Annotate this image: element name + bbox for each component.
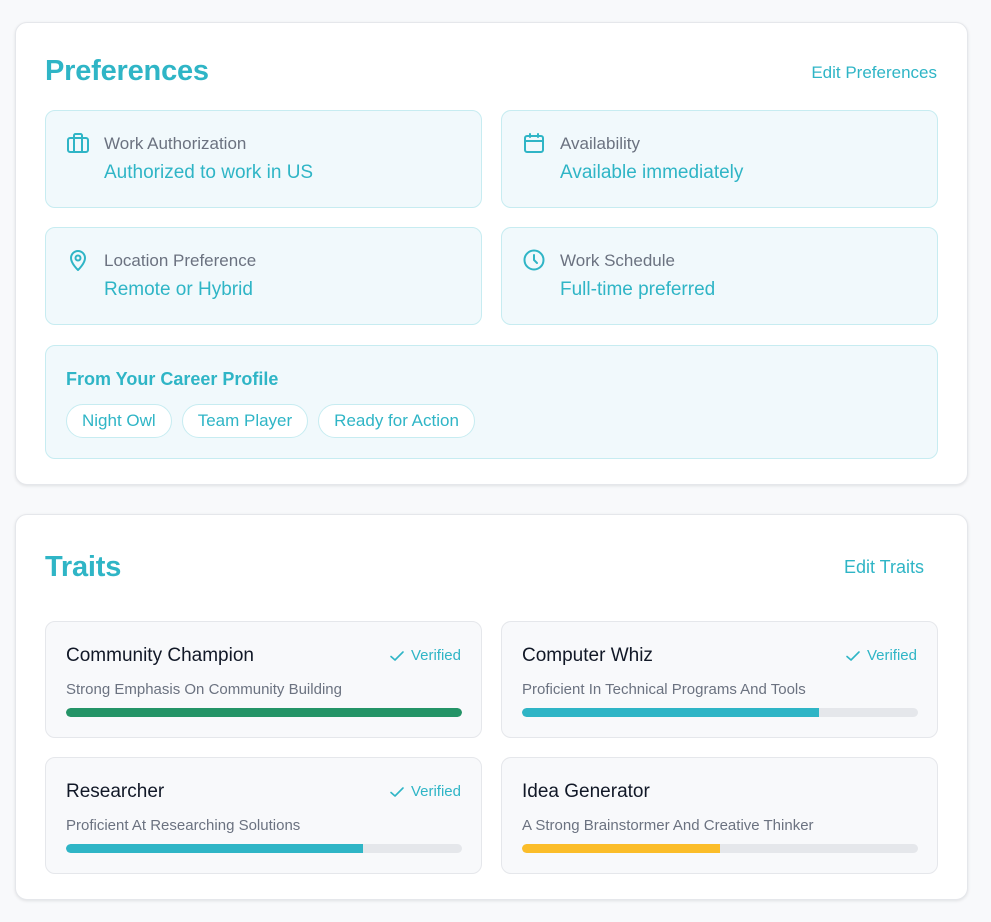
trait-progress-fill xyxy=(522,708,819,717)
edit-traits-link[interactable]: Edit Traits xyxy=(843,557,924,577)
trait-name: Researcher xyxy=(66,781,165,802)
tile-value: Remote or Hybrid xyxy=(104,279,253,300)
verified-badge: Verified xyxy=(389,647,461,664)
trait-card-community-champion: Community Champion Verified Strong Empha… xyxy=(45,621,482,738)
edit-preferences-link[interactable]: Edit Preferences xyxy=(811,63,937,82)
tile-label: Availability xyxy=(560,134,641,153)
clock-icon xyxy=(522,248,546,272)
trait-progress-fill xyxy=(66,708,462,717)
check-icon xyxy=(390,786,404,797)
preferences-card: Preferences Edit Preferences Work Author… xyxy=(15,22,968,485)
check-icon xyxy=(390,650,404,661)
trait-progress-bar xyxy=(66,844,462,853)
tile-value: Available immediately xyxy=(560,162,744,183)
traits-title: Traits xyxy=(45,551,122,583)
trait-description: A Strong Brainstormer And Creative Think… xyxy=(522,817,814,834)
trait-description: Proficient In Technical Programs And Too… xyxy=(522,681,806,698)
career-profile-box: From Your Career Profile Night Owl Team … xyxy=(45,345,938,459)
career-profile-title: From Your Career Profile xyxy=(66,369,279,389)
trait-progress-bar xyxy=(66,708,462,717)
trait-card-computer-whiz: Computer Whiz Verified Proficient In Tec… xyxy=(501,621,938,738)
check-icon xyxy=(846,650,860,661)
calendar-icon xyxy=(522,131,546,155)
tile-label: Location Preference xyxy=(104,251,257,270)
trait-progress-fill xyxy=(522,844,720,853)
tile-value: Authorized to work in US xyxy=(104,162,314,183)
trait-card-idea-generator: Idea Generator A Strong Brainstormer And… xyxy=(501,757,938,874)
trait-name: Community Champion xyxy=(66,645,254,666)
verified-label: Verified xyxy=(410,783,461,800)
tile-value: Full-time preferred xyxy=(560,279,716,300)
location-preference-tile: Location Preference Remote or Hybrid xyxy=(45,227,482,325)
work-schedule-tile: Work Schedule Full-time preferred xyxy=(501,227,938,325)
trait-description: Proficient At Researching Solutions xyxy=(66,817,301,834)
map-pin-icon xyxy=(66,248,90,272)
availability-tile: Availability Available immediately xyxy=(501,110,938,208)
verified-badge: Verified xyxy=(389,783,461,800)
trait-name: Idea Generator xyxy=(522,781,650,802)
preferences-title: Preferences xyxy=(45,55,209,87)
traits-card: Traits Edit Traits Community Champion Ve… xyxy=(15,514,968,900)
verified-badge: Verified xyxy=(845,647,917,664)
career-chips: Night Owl Team Player Ready for Action xyxy=(66,404,475,438)
verified-label: Verified xyxy=(410,647,461,664)
trait-progress-fill xyxy=(66,844,363,853)
trait-card-researcher: Researcher Verified Proficient At Resear… xyxy=(45,757,482,874)
trait-name: Computer Whiz xyxy=(522,645,653,666)
briefcase-icon xyxy=(66,131,90,155)
tile-label: Work Authorization xyxy=(104,134,247,153)
trait-progress-bar xyxy=(522,708,918,717)
chip-ready-for-action: Ready for Action xyxy=(318,404,475,438)
trait-progress-bar xyxy=(522,844,918,853)
tile-label: Work Schedule xyxy=(560,251,675,270)
verified-label: Verified xyxy=(866,647,917,664)
chip-team-player: Team Player xyxy=(181,404,309,438)
chip-night-owl: Night Owl xyxy=(66,404,172,438)
work-authorization-tile: Work Authorization Authorized to work in… xyxy=(45,110,482,208)
trait-description: Strong Emphasis On Community Building xyxy=(66,681,342,698)
